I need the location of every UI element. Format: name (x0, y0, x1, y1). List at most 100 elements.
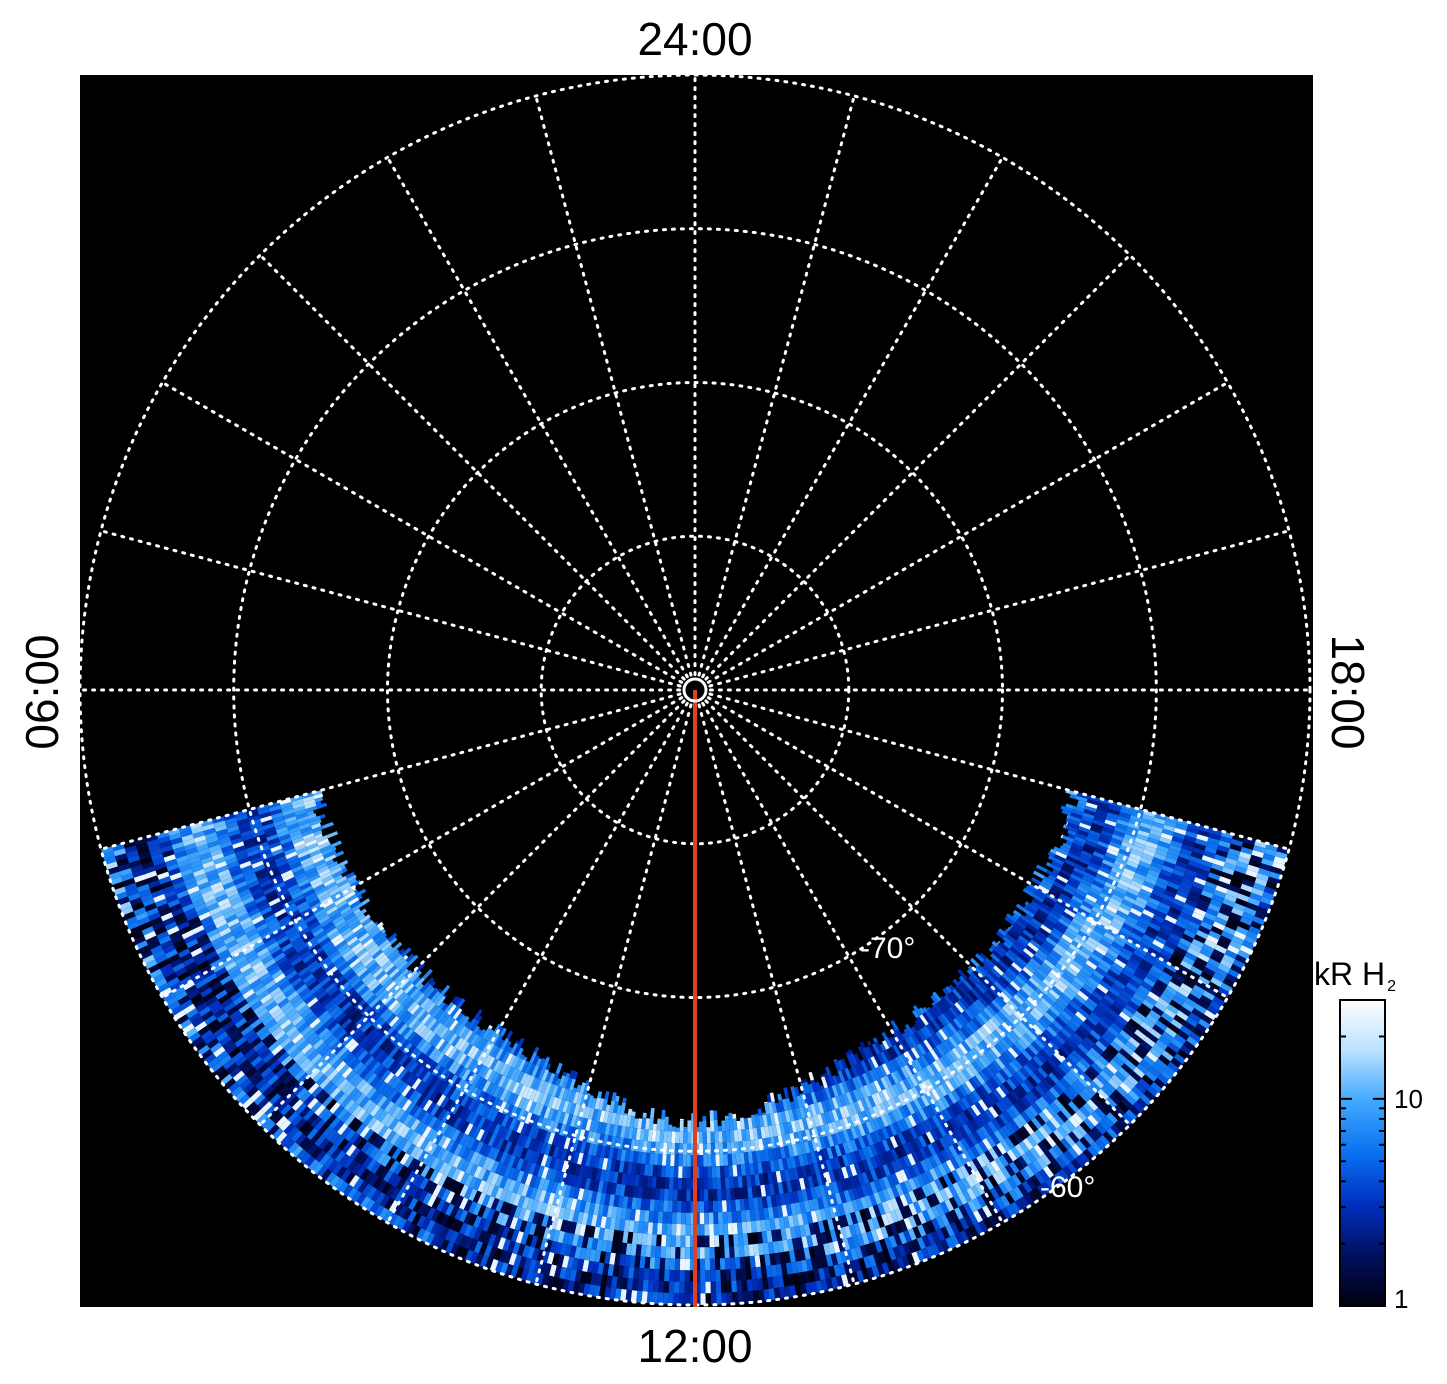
emission-cell (1208, 930, 1221, 940)
emission-cell (1048, 855, 1054, 861)
emission-cell (1162, 989, 1175, 1000)
emission-cell (1037, 984, 1049, 996)
emission-cell (1181, 933, 1194, 943)
emission-cell (1060, 1010, 1073, 1022)
emission-cell (709, 1110, 714, 1121)
emission-cell (1002, 989, 1013, 1000)
emission-cell (1056, 979, 1068, 990)
emission-cell (975, 998, 986, 1010)
emission-cell (1080, 819, 1093, 827)
emission-cell (1145, 1013, 1159, 1025)
emission-cell (982, 960, 993, 971)
emission-cell (990, 953, 1001, 963)
emission-cell (685, 1224, 691, 1236)
emission-cell (707, 1177, 713, 1190)
emission-cell (676, 1200, 682, 1213)
emission-cell (699, 1224, 705, 1236)
emission-cell (1178, 885, 1191, 895)
emission-cell (985, 973, 997, 984)
emission-cell (704, 1258, 711, 1271)
emission-cell (1237, 921, 1251, 931)
emission-cell (1181, 843, 1194, 852)
emission-cell (958, 975, 965, 982)
emission-cell (1175, 968, 1188, 979)
emission-cell (1078, 1090, 1091, 1103)
emission-cell (1098, 1037, 1110, 1049)
emission-cell (1134, 1048, 1147, 1060)
emission-cell (1110, 1040, 1122, 1052)
emission-cell (1239, 916, 1253, 926)
emission-cell (1083, 897, 1096, 907)
emission-cell (1050, 1054, 1062, 1066)
emission-cell (1018, 953, 1030, 964)
emission-cell (709, 1235, 715, 1248)
emission-cell (1087, 936, 1100, 947)
emission-cell (1187, 860, 1201, 869)
emission-cell (1089, 1080, 1101, 1093)
emission-cell (1243, 837, 1256, 846)
emission-cell (670, 1154, 675, 1167)
emission-cell (1069, 1067, 1081, 1080)
emission-cell (1175, 920, 1188, 930)
emission-cell (1040, 1063, 1052, 1076)
emission-cell (1171, 836, 1184, 844)
emission-cell (1021, 1018, 1032, 1030)
emission-cell (1054, 1016, 1067, 1028)
emission-cell (712, 1177, 717, 1190)
emission-cell (1029, 993, 1041, 1005)
emission-cell (1080, 966, 1093, 977)
emission-cell (1195, 980, 1208, 991)
emission-cell (1164, 940, 1177, 951)
emission-cell (1234, 865, 1247, 875)
emission-cell (1054, 943, 1067, 954)
emission-cell (679, 1131, 684, 1144)
emission-cell (1095, 1004, 1107, 1016)
emission-cell (1056, 1095, 1068, 1108)
emission-cell (1013, 922, 1025, 933)
emission-cell (1095, 922, 1108, 932)
emission-cell (703, 1178, 709, 1190)
emission-cell (1197, 952, 1210, 963)
emission-cell (736, 1222, 743, 1235)
emission-cell (1004, 1002, 1016, 1014)
emission-cell (1064, 859, 1077, 868)
emission-cell (1066, 1021, 1078, 1033)
emission-cell (1089, 973, 1102, 984)
emission-cell (1089, 1029, 1102, 1041)
emission-cell (682, 1143, 688, 1155)
emission-cell (1025, 905, 1037, 915)
emission-cell (1235, 954, 1248, 965)
emission-cell (1179, 1006, 1192, 1017)
emission-cell (1143, 977, 1156, 988)
emission-cell (1048, 989, 1061, 1000)
emission-cell (1161, 1031, 1174, 1043)
emission-cell (715, 1166, 721, 1178)
emission-cell (718, 1223, 724, 1236)
emission-cell (1090, 1142, 1103, 1155)
emission-cell (662, 1292, 669, 1305)
emission-cell (1093, 902, 1106, 912)
emission-cell (1153, 961, 1166, 972)
emission-cell (1103, 823, 1116, 831)
emission-cell (1253, 882, 1266, 892)
emission-cell (1032, 1055, 1044, 1067)
emission-cell (658, 1200, 664, 1212)
emission-cell (698, 1132, 703, 1144)
emission-cell (1109, 965, 1122, 976)
emission-cell (1053, 881, 1065, 890)
emission-cell (1024, 913, 1033, 921)
emission-cell (1088, 1047, 1101, 1059)
emission-cell (1107, 901, 1120, 911)
emission-cell (725, 1269, 732, 1282)
emission-cell (1109, 897, 1122, 907)
emission-cell (1165, 985, 1178, 996)
emission-cell (1070, 845, 1083, 854)
emission-cell (1165, 885, 1178, 895)
emission-cell (1040, 1032, 1052, 1044)
emission-cell (1049, 887, 1062, 897)
emission-cell (1111, 1074, 1123, 1086)
emission-cell (1051, 985, 1063, 997)
emission-cell (1113, 979, 1126, 990)
emission-cell (711, 1154, 716, 1167)
emission-cell (1075, 795, 1088, 803)
